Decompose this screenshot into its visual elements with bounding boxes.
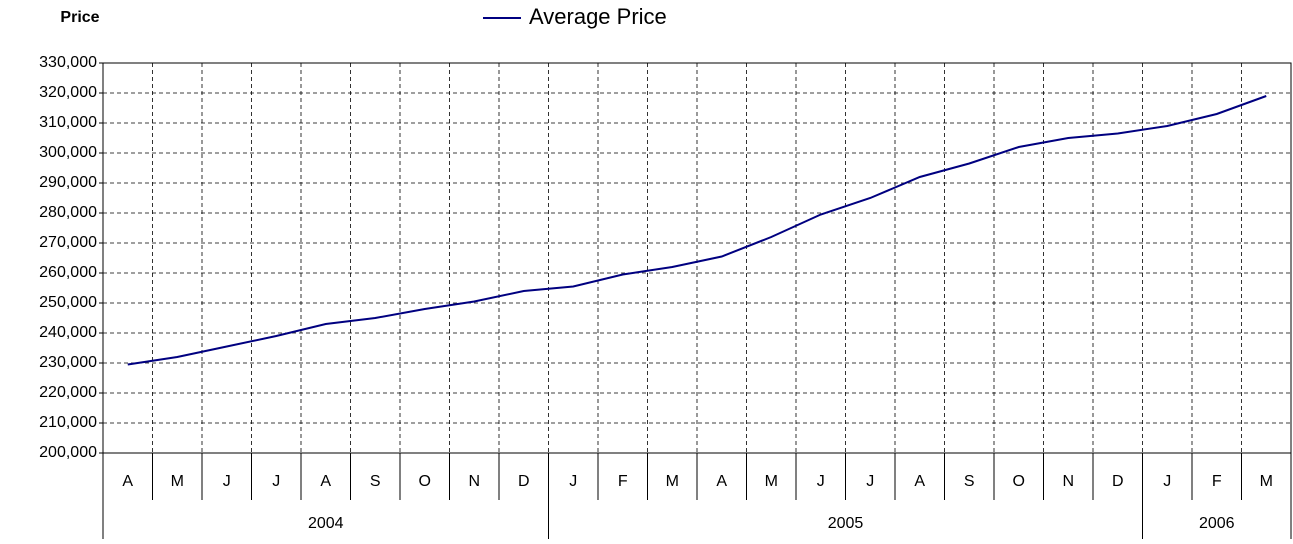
x-group-label: 2004 [308,515,344,532]
y-tick-label: 300,000 [39,144,97,161]
x-tick-label: J [866,473,874,490]
x-tick-label: O [1013,473,1025,490]
x-tick-label: A [716,473,727,490]
y-tick-label: 290,000 [39,174,97,191]
x-tick-label: J [272,473,280,490]
y-tick-label: 320,000 [39,84,97,101]
y-tick-label: 230,000 [39,354,97,371]
x-tick-label: D [518,473,530,490]
y-tick-label: 330,000 [39,54,97,71]
x-tick-label: F [1212,473,1222,490]
x-tick-label: S [370,473,381,490]
x-tick-label: N [468,473,480,490]
x-tick-label: J [223,473,231,490]
x-tick-label: M [666,473,679,490]
x-tick-label: O [419,473,431,490]
y-tick-label: 260,000 [39,264,97,281]
x-tick-label: S [964,473,975,490]
y-tick-label: 200,000 [39,444,97,461]
x-tick-label: A [914,473,925,490]
x-group-label: 2005 [828,515,864,532]
x-tick-label: A [320,473,331,490]
y-tick-label: 240,000 [39,324,97,341]
y-tick-label: 270,000 [39,234,97,251]
x-tick-label: J [569,473,577,490]
line-series [127,95,1267,366]
y-tick-label: 220,000 [39,384,97,401]
x-tick-label: M [765,473,778,490]
y-axis-label: Price [60,9,99,26]
y-tick-label: 280,000 [39,204,97,221]
x-tick-label: F [618,473,628,490]
x-tick-label: A [122,473,133,490]
x-group-label: 2006 [1199,515,1235,532]
x-tick-label: D [1112,473,1124,490]
x-tick-label: J [1163,473,1171,490]
plot-border [102,62,1292,454]
x-tick-label: M [1260,473,1273,490]
x-tick-label: J [817,473,825,490]
legend-label: Average Price [529,4,667,29]
y-tick-label: 210,000 [39,414,97,431]
y-tick-label: 250,000 [39,294,97,311]
y-tick-label: 310,000 [39,114,97,131]
x-tick-label: N [1062,473,1074,490]
x-tick-label: M [171,473,184,490]
